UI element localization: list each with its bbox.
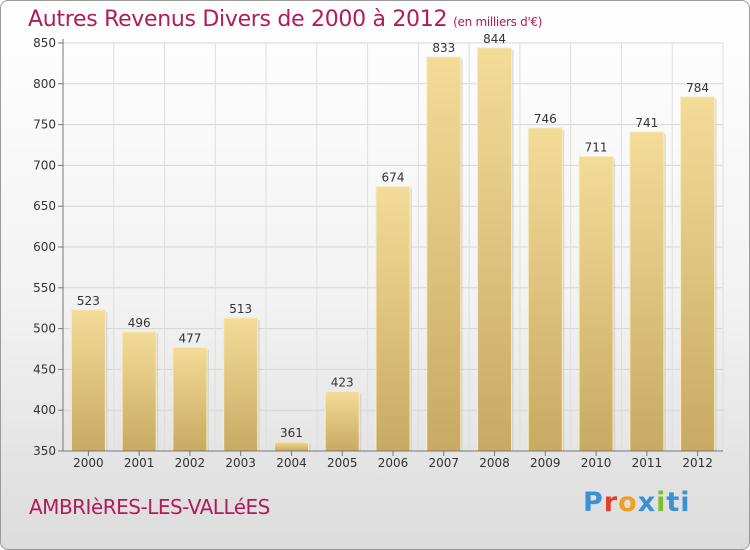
bar-value-label: 741	[635, 116, 658, 130]
logo-letter: o	[618, 487, 638, 518]
location-name: AMBRIèRES-LES-VALLéES	[29, 495, 270, 519]
logo-letter: x	[637, 487, 657, 518]
bar	[680, 96, 716, 452]
logo-letter: r	[603, 487, 619, 518]
bar-value-label: 423	[331, 375, 354, 389]
bar	[578, 155, 614, 452]
bar-value-label: 361	[280, 426, 303, 440]
logo-letter: P	[583, 487, 604, 518]
logo-letter: ti	[666, 487, 691, 518]
y-tick-label: 850	[33, 36, 56, 50]
bar	[121, 331, 157, 452]
bar	[273, 441, 309, 452]
x-tick-label: 2005	[327, 456, 358, 470]
bar	[324, 390, 360, 452]
x-tick-label: 2003	[225, 456, 256, 470]
x-tick-label: 2004	[276, 456, 307, 470]
y-tick-label: 650	[33, 199, 56, 213]
y-tick-label: 450	[33, 362, 56, 376]
bar-value-label: 746	[534, 112, 557, 126]
bar-value-label: 674	[382, 171, 405, 185]
bar-value-label: 496	[128, 316, 151, 330]
bar	[426, 56, 462, 452]
bar	[375, 186, 411, 452]
bar-value-label: 833	[432, 41, 455, 55]
bar-value-label: 711	[585, 140, 608, 154]
y-tick-label: 750	[33, 118, 56, 132]
chart-title: Autres Revenus Divers de 2000 à 2012 (en …	[28, 7, 542, 32]
x-tick-label: 2001	[124, 456, 155, 470]
x-tick-label: 2011	[632, 456, 663, 470]
bar-value-label: 523	[77, 294, 100, 308]
bar-value-label: 513	[229, 302, 252, 316]
y-tick-label: 350	[33, 444, 56, 458]
bar	[477, 47, 513, 452]
logo-letter: i	[656, 487, 667, 518]
chart-subtitle: (en milliers d'€)	[453, 15, 543, 29]
bar	[527, 127, 563, 452]
proxiti-logo[interactable]: Proxiti	[583, 487, 691, 518]
x-tick-label: 2010	[581, 456, 612, 470]
y-tick-label: 550	[33, 281, 56, 295]
x-tick-label: 2009	[530, 456, 561, 470]
bar	[629, 131, 665, 452]
x-tick-label: 2002	[175, 456, 206, 470]
bar-value-label: 784	[686, 81, 709, 95]
y-tick-label: 500	[33, 322, 56, 336]
bar	[172, 346, 208, 452]
y-tick-label: 700	[33, 158, 56, 172]
x-tick-label: 2007	[428, 456, 459, 470]
axes: 350 400 450 500 550 600 650 700 750 800 850 2000 200…	[33, 36, 723, 470]
y-tick-label: 600	[33, 240, 56, 254]
bar-value-label: 844	[483, 32, 506, 46]
bars: 523 496 477 513 361 423 674 833 844 746 711 741 784	[70, 32, 717, 452]
y-tick-label: 400	[33, 403, 56, 417]
bar	[223, 317, 259, 452]
x-tick-label: 2000	[73, 456, 104, 470]
x-tick-label: 2006	[378, 456, 409, 470]
bar-value-label: 477	[178, 331, 201, 345]
chart-title-text: Autres Revenus Divers de 2000 à 2012	[28, 7, 448, 32]
bar	[70, 309, 106, 452]
y-tick-label: 800	[33, 77, 56, 91]
x-tick-label: 2012	[682, 456, 713, 470]
x-tick-label: 2008	[479, 456, 510, 470]
